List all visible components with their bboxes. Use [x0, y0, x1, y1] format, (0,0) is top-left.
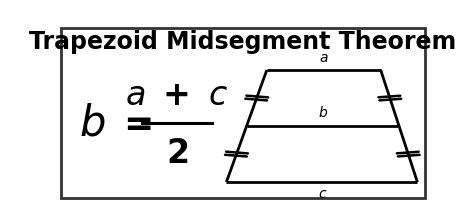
Text: $\mathbf{=}$: $\mathbf{=}$ [116, 106, 152, 140]
Text: Trapezoid Midsegment Theorem: Trapezoid Midsegment Theorem [29, 30, 456, 54]
Text: a: a [319, 51, 328, 65]
Text: $\mathbf{2}$: $\mathbf{2}$ [166, 137, 188, 170]
Text: b: b [319, 106, 328, 120]
Text: $\mathbf{\it{b}}$: $\mathbf{\it{b}}$ [80, 102, 106, 144]
Text: $\mathbf{\it{a}}$$\mathbf{\ +\ }$$\mathbf{\it{c}}$: $\mathbf{\it{a}}$$\mathbf{\ +\ }$$\mathb… [125, 78, 228, 112]
Text: c: c [319, 187, 326, 201]
FancyBboxPatch shape [61, 28, 425, 198]
